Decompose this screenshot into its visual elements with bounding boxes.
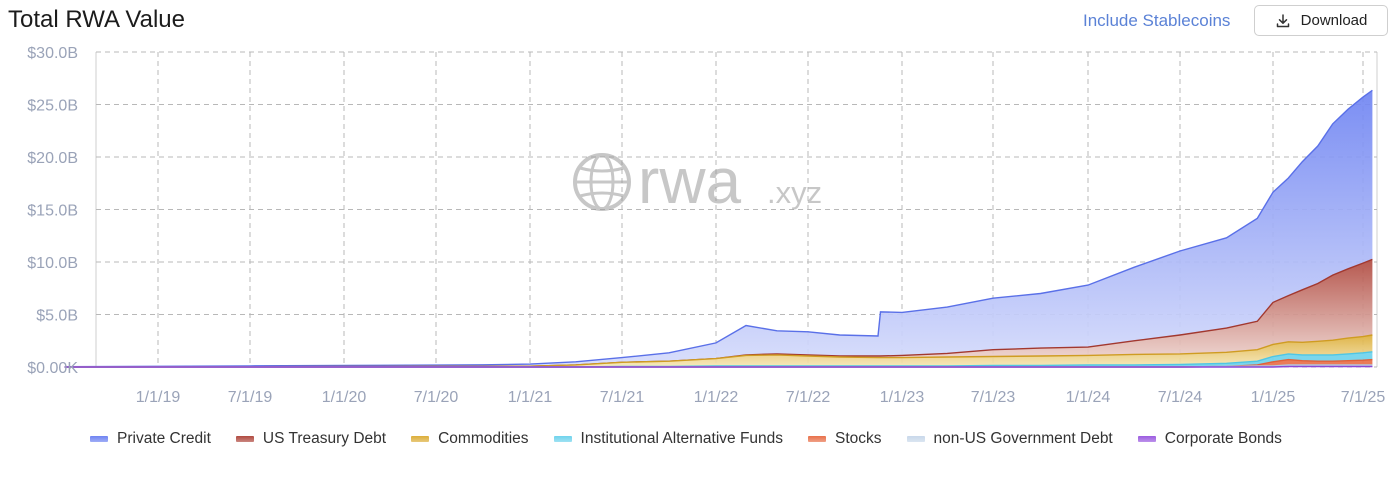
legend-item-institutional-alternative-funds[interactable]: Institutional Alternative Funds xyxy=(553,430,784,448)
x-tick-label: 7/1/24 xyxy=(1158,389,1203,406)
download-icon xyxy=(1275,13,1291,29)
download-button[interactable]: Download xyxy=(1254,5,1388,36)
area-commodities xyxy=(64,335,1373,367)
x-tick-label: 1/1/23 xyxy=(880,389,925,406)
x-tick-label: 1/1/20 xyxy=(322,389,367,406)
y-tick-label: $20.0B xyxy=(27,150,78,167)
download-button-label: Download xyxy=(1300,12,1368,29)
area-private-credit xyxy=(64,90,1373,368)
legend-item-non-us-government-debt[interactable]: non-US Government Debt xyxy=(906,430,1113,448)
x-tick-label: 7/1/19 xyxy=(228,389,273,406)
page-title: Total RWA Value xyxy=(8,6,185,33)
line-corporate-bonds xyxy=(64,365,1373,368)
legend-item-stocks[interactable]: Stocks xyxy=(808,430,882,448)
legend-label: Institutional Alternative Funds xyxy=(580,430,784,447)
legend-swatch xyxy=(90,436,108,442)
x-tick-label: 1/1/21 xyxy=(508,389,553,406)
chart-legend: Private Credit US Treasury Debt Commoditie… xyxy=(90,430,1307,448)
rwa-value-chart: rwa .xyz $0.00K $5.0B $10.0B $15.0B $20.0B $2… xyxy=(27,45,1385,406)
x-tick-label: 7/1/20 xyxy=(414,389,459,406)
chart-areas xyxy=(64,89,1373,368)
x-tick-label: 1/1/25 xyxy=(1251,389,1296,406)
legend-swatch xyxy=(1137,436,1156,442)
x-tick-label: 1/1/22 xyxy=(694,389,739,406)
watermark-text: rwa xyxy=(638,145,742,217)
watermark-suffix: .xyz xyxy=(767,175,822,210)
watermark: rwa .xyz xyxy=(573,145,822,217)
legend-swatch xyxy=(808,436,827,442)
y-tick-label: $25.0B xyxy=(27,98,78,115)
legend-item-corporate-bonds[interactable]: Corporate Bonds xyxy=(1137,430,1282,448)
legend-swatch xyxy=(411,436,430,442)
x-tick-label: 7/1/25 xyxy=(1341,389,1386,406)
include-stablecoins-toggle[interactable]: Include Stablecoins xyxy=(1083,11,1231,30)
x-tick-label: 1/1/19 xyxy=(136,389,181,406)
y-tick-label: $30.0B xyxy=(27,45,78,62)
legend-swatch xyxy=(906,436,925,442)
legend-label: Private Credit xyxy=(117,430,211,447)
x-tick-label: 7/1/21 xyxy=(600,389,645,406)
chart-axes: $0.00K $5.0B $10.0B $15.0B $20.0B $25.0B $30.0… xyxy=(27,45,1385,406)
legend-label: Corporate Bonds xyxy=(1164,430,1282,447)
y-tick-label: $0.00K xyxy=(27,360,78,377)
legend-swatch xyxy=(553,436,572,442)
legend-label: non-US Government Debt xyxy=(933,430,1113,447)
line-private-credit xyxy=(64,89,1373,368)
legend-swatch xyxy=(235,436,254,442)
legend-label: US Treasury Debt xyxy=(262,430,387,447)
legend-label: Stocks xyxy=(835,430,882,447)
globe-icon xyxy=(573,153,631,211)
x-tick-label: 1/1/24 xyxy=(1066,389,1111,406)
legend-item-commodities[interactable]: Commodities xyxy=(411,430,529,448)
y-tick-label: $15.0B xyxy=(27,203,78,220)
y-tick-label: $5.0B xyxy=(36,308,78,325)
y-tick-label: $10.0B xyxy=(27,255,78,272)
legend-label: Commodities xyxy=(438,430,529,447)
x-tick-label: 7/1/22 xyxy=(786,389,831,406)
legend-item-private-credit[interactable]: Private Credit xyxy=(90,430,211,448)
legend-item-us-treasury-debt[interactable]: US Treasury Debt xyxy=(235,430,387,448)
x-tick-label: 7/1/23 xyxy=(971,389,1016,406)
